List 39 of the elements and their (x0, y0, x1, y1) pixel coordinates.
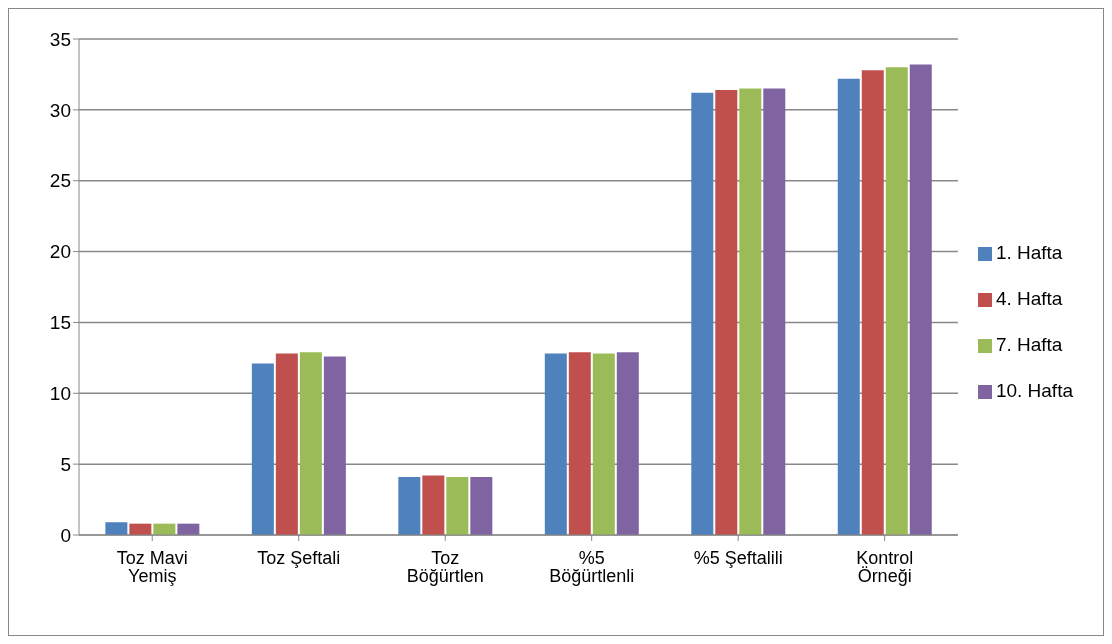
bar (592, 353, 615, 535)
bar (323, 356, 346, 535)
legend-label: 4. Hafta (995, 288, 1063, 309)
bar (691, 92, 714, 535)
y-tick-label: 0 (60, 524, 71, 546)
x-tick-label: %5 Böğürtlenli (549, 547, 635, 586)
bar (275, 353, 298, 535)
bar (105, 522, 128, 535)
x-tick-label: Toz Şeftali (257, 547, 341, 568)
legend-label: 10. Hafta (995, 380, 1073, 401)
bar (251, 363, 274, 535)
bar (909, 64, 932, 535)
bar (715, 90, 738, 535)
y-tick-label: 20 (49, 241, 71, 263)
bar (861, 70, 884, 535)
bar (544, 353, 567, 535)
bar (470, 476, 493, 535)
bar (299, 352, 322, 535)
x-tick-label: %5 Şeftalili (693, 547, 783, 568)
bar (422, 475, 445, 535)
y-tick-label: 10 (49, 383, 71, 405)
bar (616, 352, 639, 535)
bar (446, 476, 469, 535)
bar (837, 78, 860, 535)
y-tick-label: 25 (49, 170, 71, 192)
y-tick-label: 30 (49, 99, 71, 121)
y-tick-label: 35 (49, 28, 71, 50)
x-tick-label: Kontrol Örneği (856, 547, 914, 586)
y-tick-label: 5 (60, 453, 71, 475)
legend-label: 7. Hafta (995, 334, 1063, 355)
bar (398, 476, 421, 535)
bar (568, 352, 591, 535)
y-tick-label: 15 (49, 312, 71, 334)
x-tick-label: Toz Böğürtlen (406, 547, 484, 586)
x-tick-label: Toz Mavi Yemiş (116, 547, 188, 586)
bar (763, 88, 786, 535)
legend-label: 1. Hafta (995, 242, 1063, 263)
bar (885, 67, 908, 535)
bar (739, 88, 762, 535)
